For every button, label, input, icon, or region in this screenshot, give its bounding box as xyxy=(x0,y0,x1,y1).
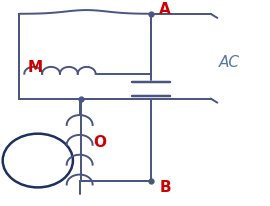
Text: B: B xyxy=(159,179,171,194)
Text: A: A xyxy=(159,2,171,17)
Text: AC: AC xyxy=(219,55,240,69)
Text: O: O xyxy=(93,135,106,150)
Text: M: M xyxy=(28,60,43,75)
